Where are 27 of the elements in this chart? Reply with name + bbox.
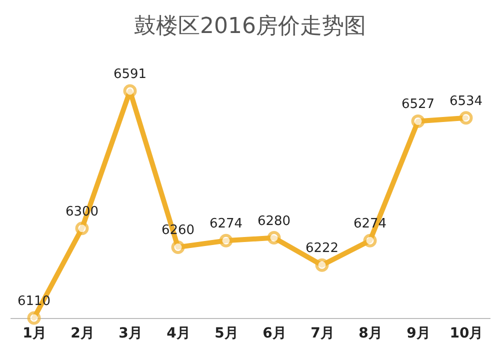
point (75, 222, 89, 236)
data-label: 6222 (305, 241, 339, 256)
point (123, 84, 137, 98)
x-tick-label: 9月 (406, 326, 430, 342)
x-tick-label: 7月 (310, 326, 334, 342)
x-tick-label: 10月 (450, 326, 484, 342)
data-label: 6280 (257, 214, 291, 229)
point (267, 231, 281, 245)
point (459, 111, 473, 125)
x-tick-label: 1月 (22, 326, 46, 342)
data-label: 6591 (113, 67, 147, 82)
point (363, 234, 377, 248)
data-label: 6527 (401, 97, 435, 112)
x-tick-label: 4月 (166, 326, 190, 342)
x-tick-label: 3月 (118, 326, 142, 342)
data-label: 6534 (449, 94, 483, 109)
point (315, 258, 329, 272)
x-tick-label: 6月 (262, 326, 286, 342)
x-tick-label: 2月 (70, 326, 94, 342)
point (219, 234, 233, 248)
point (411, 114, 425, 128)
point (27, 311, 41, 325)
x-tick-label: 5月 (214, 326, 238, 342)
chart-title: 鼓楼区2016房价走势图 (134, 14, 366, 39)
x-tick-label: 8月 (358, 326, 382, 342)
point (171, 240, 185, 254)
data-label: 6274 (209, 216, 243, 232)
